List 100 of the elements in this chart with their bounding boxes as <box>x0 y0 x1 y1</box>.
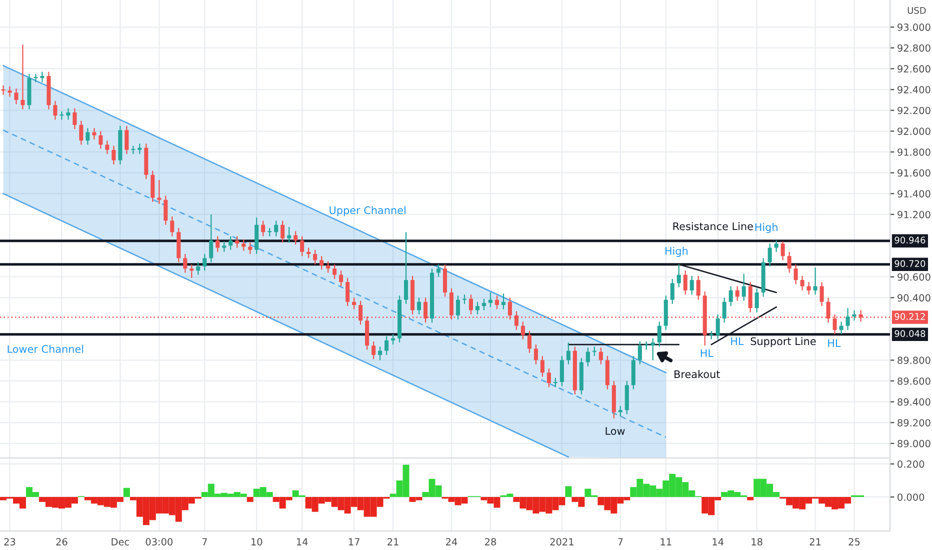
x-tick-label: 21 <box>810 538 821 546</box>
candlestick <box>79 120 84 146</box>
ref-line-label: 90.720 <box>894 260 926 268</box>
candlestick <box>53 100 58 120</box>
candlestick <box>14 88 18 105</box>
candlestick <box>404 232 408 304</box>
bar <box>747 496 754 500</box>
candlestick <box>540 355 544 378</box>
x-tick-label: 24 <box>446 538 458 546</box>
candlestick <box>346 277 350 307</box>
candlestick <box>566 342 570 365</box>
candlestick <box>774 240 778 252</box>
candlestick <box>839 321 844 335</box>
annotation: Lower Channel <box>8 344 84 353</box>
bar <box>565 486 572 497</box>
candlestick <box>475 301 480 315</box>
candlestick <box>670 278 674 304</box>
candlestick <box>852 310 856 322</box>
x-tick-label: Dec <box>112 538 129 546</box>
x-tick-label: 25 <box>848 538 860 546</box>
annotation: High <box>665 246 688 257</box>
candlestick <box>494 295 499 310</box>
x-tick-label: 2021 <box>550 538 574 546</box>
y-tick-label: 92.400 <box>898 86 930 94</box>
candlestick <box>728 286 733 307</box>
candlestick <box>683 270 688 296</box>
y-tick-label: 91.600 <box>898 169 930 177</box>
candlestick <box>754 288 759 313</box>
x-tick-label: 10 <box>251 538 262 546</box>
candlestick <box>352 297 356 310</box>
y-tick-label: 89.200 <box>898 419 930 426</box>
candlestick <box>228 236 233 250</box>
candlestick <box>820 282 824 307</box>
candlestick <box>690 275 694 296</box>
ref-line-label: 90.048 <box>894 330 926 337</box>
candlestick <box>436 264 441 278</box>
x-tick-label: 7 <box>618 538 623 546</box>
candlestick <box>242 238 246 252</box>
candlestick <box>372 340 376 360</box>
candlestick <box>846 308 850 331</box>
candlestick <box>806 282 811 296</box>
candlestick <box>384 336 389 356</box>
y-tick-label: 0.000 <box>898 493 924 501</box>
y-tick-label: 90.400 <box>898 294 930 302</box>
candlestick <box>34 73 38 83</box>
candlestick <box>618 405 622 417</box>
annotation: Upper Channel <box>330 206 406 216</box>
candlestick <box>20 44 25 110</box>
annotation: HL <box>731 337 744 345</box>
candlestick <box>391 334 396 346</box>
candlestick <box>560 355 564 387</box>
y-tick-label: 92.800 <box>898 44 930 52</box>
candlestick <box>780 240 785 261</box>
x-tick-label: 23 <box>4 538 16 546</box>
candlestick <box>105 140 110 155</box>
candlestick <box>553 377 558 388</box>
x-tick-label: 17 <box>348 538 360 546</box>
candlestick <box>287 226 292 244</box>
candlestick <box>320 256 324 270</box>
candlestick <box>202 253 207 272</box>
candlestick <box>722 297 726 324</box>
candlestick <box>676 264 681 288</box>
candlestick <box>332 264 337 280</box>
candlestick <box>546 368 551 388</box>
candlestick <box>306 247 311 259</box>
y-tick-label: 92.000 <box>898 128 930 135</box>
candlestick <box>124 125 129 155</box>
candlestick <box>417 297 422 315</box>
candlestick <box>92 127 96 140</box>
candlestick <box>598 347 603 365</box>
candlestick <box>456 295 460 320</box>
x-tick-label: 03:00 <box>146 538 173 546</box>
candlestick <box>527 330 532 354</box>
candlestick <box>501 292 506 310</box>
candlestick <box>339 270 344 287</box>
x-tick-label: 28 <box>485 538 496 546</box>
bar <box>123 488 130 497</box>
candlestick <box>209 214 214 263</box>
candlestick <box>638 340 642 365</box>
candlestick <box>794 264 798 285</box>
annotation: Breakout <box>674 370 720 378</box>
candlestick <box>462 294 467 304</box>
y-tick-label: 89.600 <box>898 377 930 385</box>
candlestick <box>1 84 6 96</box>
annotation: HL <box>700 349 714 357</box>
candlestick <box>150 170 155 202</box>
candlestick <box>274 220 278 237</box>
candlestick <box>378 346 382 361</box>
candlestick <box>787 251 792 274</box>
y-axis-title: USD <box>908 7 926 14</box>
candlestick <box>170 216 174 237</box>
candlestick <box>190 264 194 278</box>
candlestick <box>534 344 538 365</box>
candlestick <box>216 236 220 252</box>
y-tick-label: 89.000 <box>898 440 930 448</box>
candlestick <box>488 292 492 308</box>
candlestick <box>657 321 662 348</box>
annotation: Support Line <box>750 337 816 348</box>
candlestick <box>66 108 70 120</box>
candlestick <box>280 220 285 244</box>
